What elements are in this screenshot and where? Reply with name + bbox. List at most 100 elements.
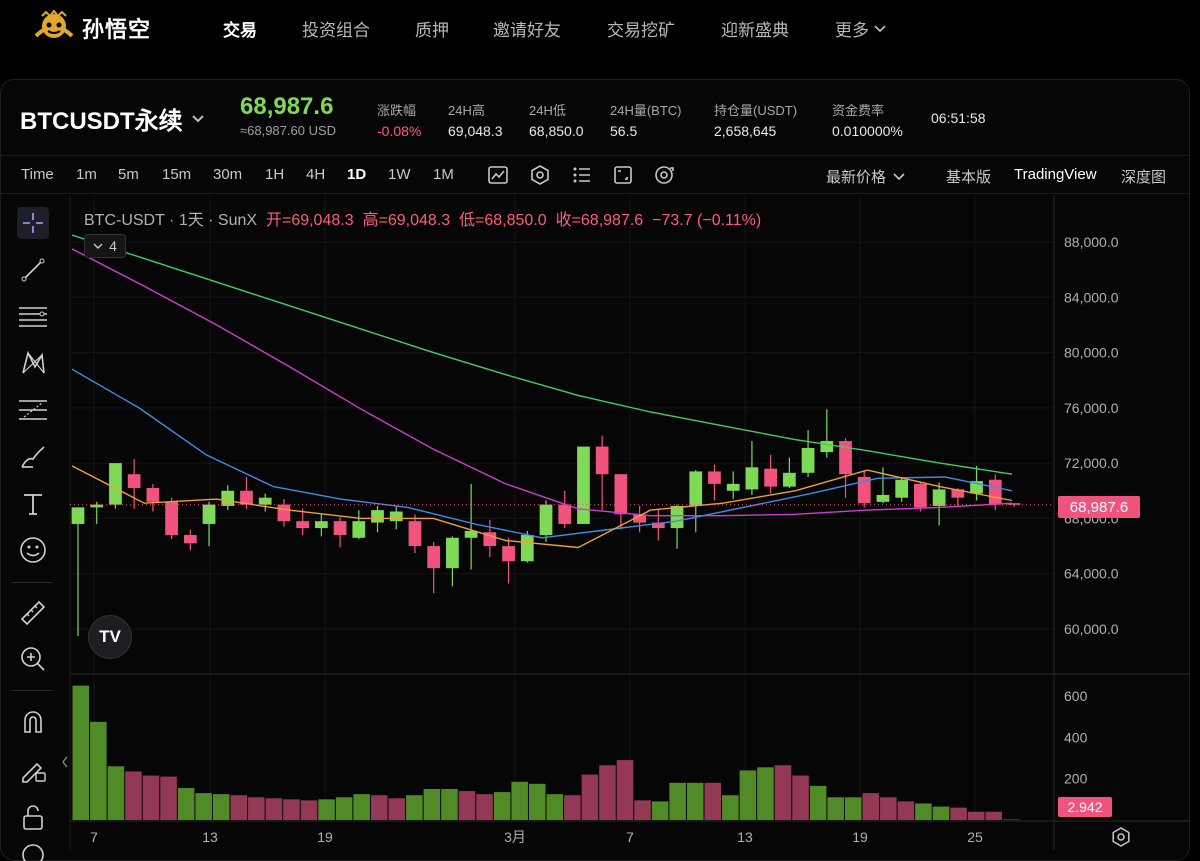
candle-body (988, 479, 1002, 505)
volume-bar (458, 791, 476, 820)
fibonacci-tool[interactable] (17, 394, 49, 426)
candle-body (689, 471, 703, 506)
interval-5m[interactable]: 5m (118, 166, 139, 183)
nav-mining[interactable]: 交易挖矿 (607, 21, 675, 40)
candle-body (221, 490, 235, 506)
view-depth[interactable]: 深度图 (1121, 169, 1167, 186)
candle-body (633, 514, 646, 523)
volume-bar (230, 795, 248, 820)
magnet-icon (24, 711, 42, 733)
collapse-toolbar-icon[interactable] (61, 755, 69, 769)
interval-1h[interactable]: 1H (265, 166, 285, 183)
candle-body (670, 505, 684, 529)
price-tick-label: 60,000.0 (1064, 621, 1119, 637)
candle-body (90, 504, 104, 508)
brush-tool[interactable] (17, 441, 49, 473)
candle-body (764, 468, 778, 487)
interval-1m[interactable]: 1m (76, 166, 97, 183)
interval-time[interactable]: Time (21, 166, 54, 183)
candle-body (146, 488, 160, 502)
lock-drawings-tool[interactable] (17, 754, 49, 786)
tradingview-logo[interactable]: TV (88, 615, 132, 659)
symbol-selector[interactable]: BTCUSDT永续 (20, 101, 205, 136)
indicator-count-badge[interactable]: 4 (84, 234, 126, 258)
trendline-tool[interactable] (17, 254, 49, 286)
candle-body (876, 494, 890, 502)
chart-type-icon[interactable] (487, 164, 509, 186)
stat-label: 24H低 (529, 103, 566, 118)
zoom-tool[interactable] (17, 643, 49, 675)
fullscreen-icon[interactable] (612, 164, 634, 186)
nav-newcomer[interactable]: 迎新盛典 (721, 21, 789, 40)
candle-body (577, 446, 590, 524)
screenshot-icon[interactable] (653, 164, 675, 186)
volume-bar (546, 794, 564, 820)
ruler-icon (20, 600, 46, 626)
more-tools[interactable] (17, 842, 49, 861)
volume-bar (739, 770, 757, 820)
volume-bar (915, 803, 932, 820)
emoji-tool[interactable] (17, 534, 49, 566)
volume-bar (265, 798, 283, 820)
candle-body (539, 504, 553, 536)
unlock-tool[interactable] (17, 801, 49, 833)
interval-30m[interactable]: 30m (213, 166, 243, 183)
candle-body (745, 467, 759, 490)
zoom-in-icon (21, 647, 45, 671)
stat-value: -0.08% (377, 123, 422, 139)
interval-1w[interactable]: 1W (388, 166, 411, 183)
interval-4h[interactable]: 4H (306, 166, 326, 183)
volume-bar (564, 795, 581, 820)
volume-bar (581, 774, 599, 820)
divider (12, 690, 52, 691)
volume-bar (950, 807, 967, 820)
view-tradingview[interactable]: TradingView (1014, 166, 1097, 183)
volume-bar (528, 783, 546, 820)
horizontal-lines-tool[interactable] (17, 301, 49, 333)
last-price-tag: 68,987.6 (1058, 496, 1140, 518)
measure-tool[interactable] (17, 597, 49, 629)
candle-body (558, 504, 572, 524)
nav-more[interactable]: 更多 (835, 16, 887, 41)
candle-body (1007, 503, 1021, 505)
price-type-dropdown[interactable]: 最新价格 (826, 166, 906, 187)
nav-trade[interactable]: 交易 (223, 21, 257, 40)
candle-body (520, 535, 534, 562)
view-basic[interactable]: 基本版 (946, 169, 992, 186)
interval-1m-month[interactable]: 1M (433, 166, 454, 183)
volume-bar (809, 785, 827, 820)
nav-portfolio[interactable]: 投资组合 (302, 21, 370, 40)
pattern-tool[interactable] (17, 347, 49, 379)
nav-invite[interactable]: 邀请好友 (493, 21, 561, 40)
volume-bar (160, 776, 177, 820)
crosshair-tool[interactable] (17, 207, 49, 239)
candle-body (932, 489, 946, 506)
stat-value: 69,048.3 (448, 123, 503, 139)
nav-staking[interactable]: 质押 (415, 21, 449, 40)
candle-body (389, 511, 403, 522)
interval-1d[interactable]: 1D (347, 166, 367, 183)
logo[interactable]: 孙悟空 (30, 8, 170, 48)
chart-settings-gear-icon[interactable] (1110, 826, 1132, 848)
volume-bar (493, 792, 511, 820)
volume-bar (423, 789, 441, 820)
volume-bar (353, 794, 370, 820)
volume-bar (90, 721, 107, 820)
pattern-icon (22, 350, 45, 374)
text-tool[interactable] (17, 488, 49, 520)
candle-body (595, 446, 609, 475)
indicators-list-icon[interactable] (571, 164, 593, 186)
stat-label: 资金费率 (832, 103, 885, 118)
candle-body (371, 510, 384, 523)
candle-body (314, 521, 328, 529)
volume-tick-label: 400 (1064, 729, 1088, 745)
settings-hex-icon[interactable] (529, 164, 551, 186)
interval-15m[interactable]: 15m (162, 166, 192, 183)
trading-panel (0, 79, 1190, 861)
volume-bar (967, 811, 985, 820)
magnet-tool[interactable] (17, 706, 49, 738)
pencil-lock-icon (22, 762, 46, 783)
stat-change: 涨跌幅 -0.08% (377, 100, 421, 139)
stat-value: 0.010000% (832, 123, 903, 139)
